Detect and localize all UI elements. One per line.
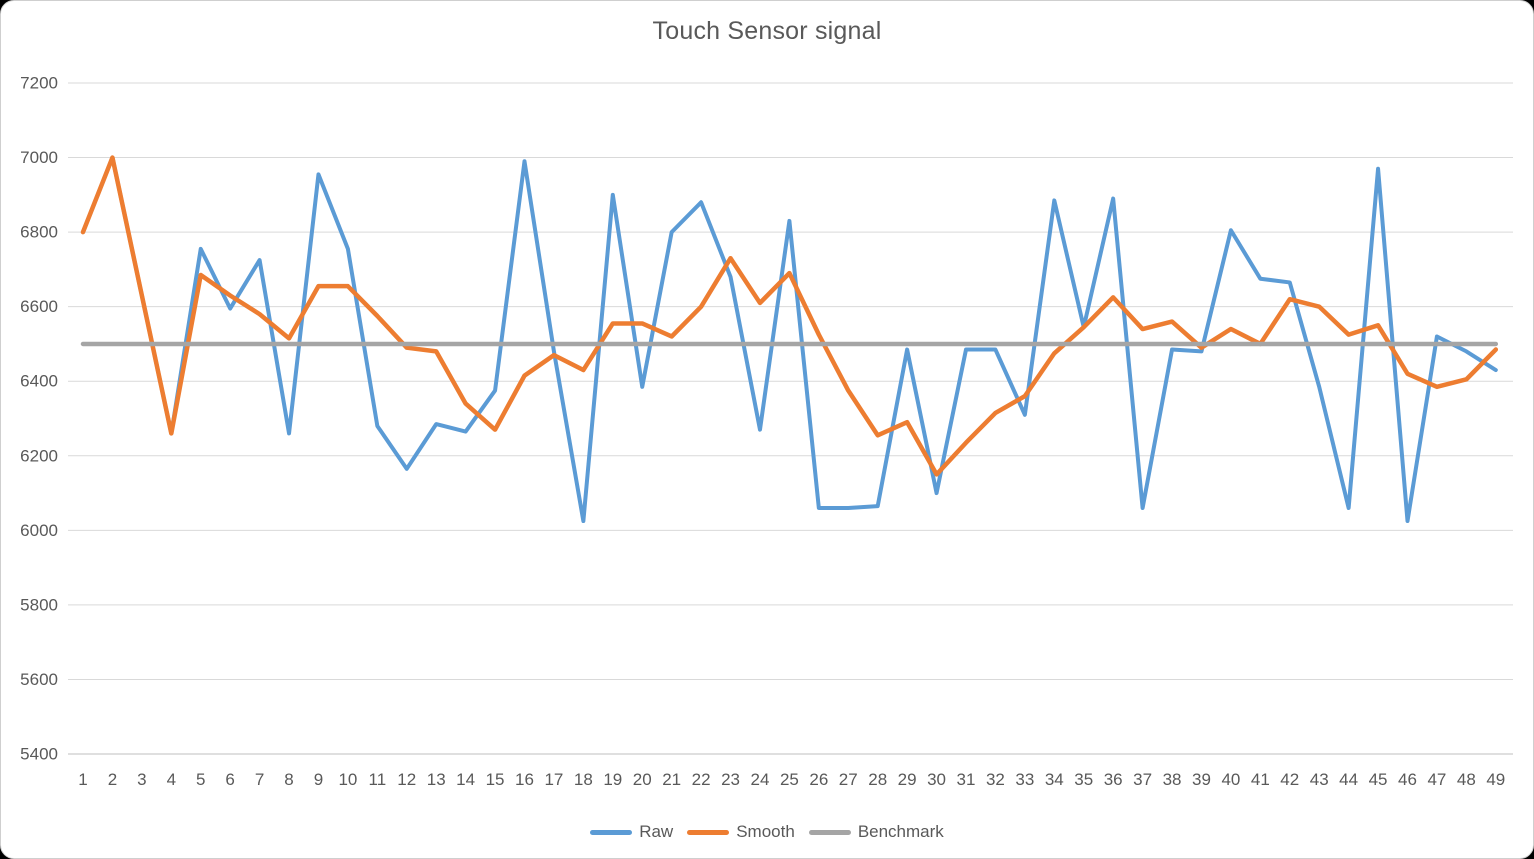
x-tick-label: 14 bbox=[456, 770, 475, 789]
x-tick-label: 42 bbox=[1280, 770, 1299, 789]
chart-title: Touch Sensor signal bbox=[652, 17, 882, 45]
x-tick-label: 7 bbox=[255, 770, 264, 789]
x-tick-label: 13 bbox=[427, 770, 446, 789]
legend-item-raw: Raw bbox=[590, 822, 673, 842]
x-tick-label: 8 bbox=[284, 770, 293, 789]
y-tick-label: 6000 bbox=[20, 521, 58, 540]
benchmark-line-swatch-icon bbox=[808, 829, 851, 835]
smooth-line-swatch-icon bbox=[687, 829, 730, 835]
x-tick-label: 48 bbox=[1457, 770, 1476, 789]
legend-item-benchmark: Benchmark bbox=[808, 822, 944, 842]
legend-label-smooth: Smooth bbox=[736, 822, 795, 841]
y-tick-label: 6400 bbox=[20, 372, 58, 391]
x-tick-label: 39 bbox=[1192, 770, 1211, 789]
y-tick-label: 5600 bbox=[20, 670, 58, 689]
x-tick-label: 26 bbox=[809, 770, 828, 789]
legend-item-smooth: Smooth bbox=[687, 822, 795, 842]
x-tick-label: 18 bbox=[574, 770, 593, 789]
x-tick-label: 19 bbox=[603, 770, 622, 789]
x-tick-label: 25 bbox=[780, 770, 799, 789]
x-tick-label: 23 bbox=[721, 770, 740, 789]
smooth-line bbox=[80, 155, 1499, 477]
y-tick-label: 6800 bbox=[20, 223, 58, 242]
x-tick-label: 28 bbox=[868, 770, 887, 789]
x-tick-label: 31 bbox=[957, 770, 976, 789]
x-tick-label: 16 bbox=[515, 770, 534, 789]
x-tick-label: 9 bbox=[314, 770, 323, 789]
x-tick-label: 21 bbox=[662, 770, 681, 789]
x-tick-label: 20 bbox=[633, 770, 652, 789]
y-tick-label: 7000 bbox=[20, 148, 58, 167]
x-tick-label: 11 bbox=[369, 770, 387, 789]
raw-line bbox=[81, 155, 1498, 524]
x-tick-label: 2 bbox=[108, 770, 117, 789]
y-tick-label: 6600 bbox=[20, 297, 58, 316]
x-tick-label: 37 bbox=[1133, 770, 1152, 789]
x-tick-label: 10 bbox=[338, 770, 357, 789]
x-tick-label: 1 bbox=[78, 770, 87, 789]
x-tick-label: 12 bbox=[397, 770, 416, 789]
legend-label-raw: Raw bbox=[639, 822, 674, 841]
chart-legend: Raw Smooth Benchmark bbox=[1, 822, 1533, 842]
y-tick-label: 5400 bbox=[20, 745, 58, 764]
x-tick-label: 30 bbox=[927, 770, 946, 789]
raw-line-swatch-icon bbox=[590, 829, 633, 835]
x-tick-label: 6 bbox=[225, 770, 234, 789]
x-tick-label: 4 bbox=[167, 770, 176, 789]
y-tick-label: 7200 bbox=[20, 74, 58, 93]
y-tick-label: 6200 bbox=[20, 446, 58, 465]
x-tick-label: 24 bbox=[751, 770, 770, 789]
x-tick-label: 38 bbox=[1163, 770, 1182, 789]
x-tick-label: 5 bbox=[196, 770, 205, 789]
x-tick-label: 27 bbox=[839, 770, 858, 789]
x-tick-label: 47 bbox=[1427, 770, 1446, 789]
x-tick-label: 3 bbox=[137, 770, 146, 789]
legend-label-benchmark: Benchmark bbox=[857, 822, 944, 841]
x-tick-label: 34 bbox=[1045, 770, 1064, 789]
x-tick-label: 29 bbox=[898, 770, 917, 789]
y-tick-label: 5800 bbox=[20, 595, 58, 614]
x-tick-label: 43 bbox=[1310, 770, 1329, 789]
x-tick-label: 35 bbox=[1074, 770, 1093, 789]
x-tick-label: 36 bbox=[1104, 770, 1123, 789]
x-tick-label: 40 bbox=[1221, 770, 1240, 789]
x-tick-label: 22 bbox=[692, 770, 711, 789]
x-tick-label: 17 bbox=[544, 770, 563, 789]
x-tick-label: 15 bbox=[486, 770, 505, 789]
x-tick-label: 46 bbox=[1398, 770, 1417, 789]
x-tick-label: 33 bbox=[1015, 770, 1034, 789]
x-tick-label: 41 bbox=[1251, 770, 1270, 789]
x-tick-label: 32 bbox=[986, 770, 1005, 789]
x-tick-label: 45 bbox=[1369, 770, 1388, 789]
x-tick-label: 44 bbox=[1339, 770, 1358, 789]
x-tick-label: 49 bbox=[1486, 770, 1505, 789]
